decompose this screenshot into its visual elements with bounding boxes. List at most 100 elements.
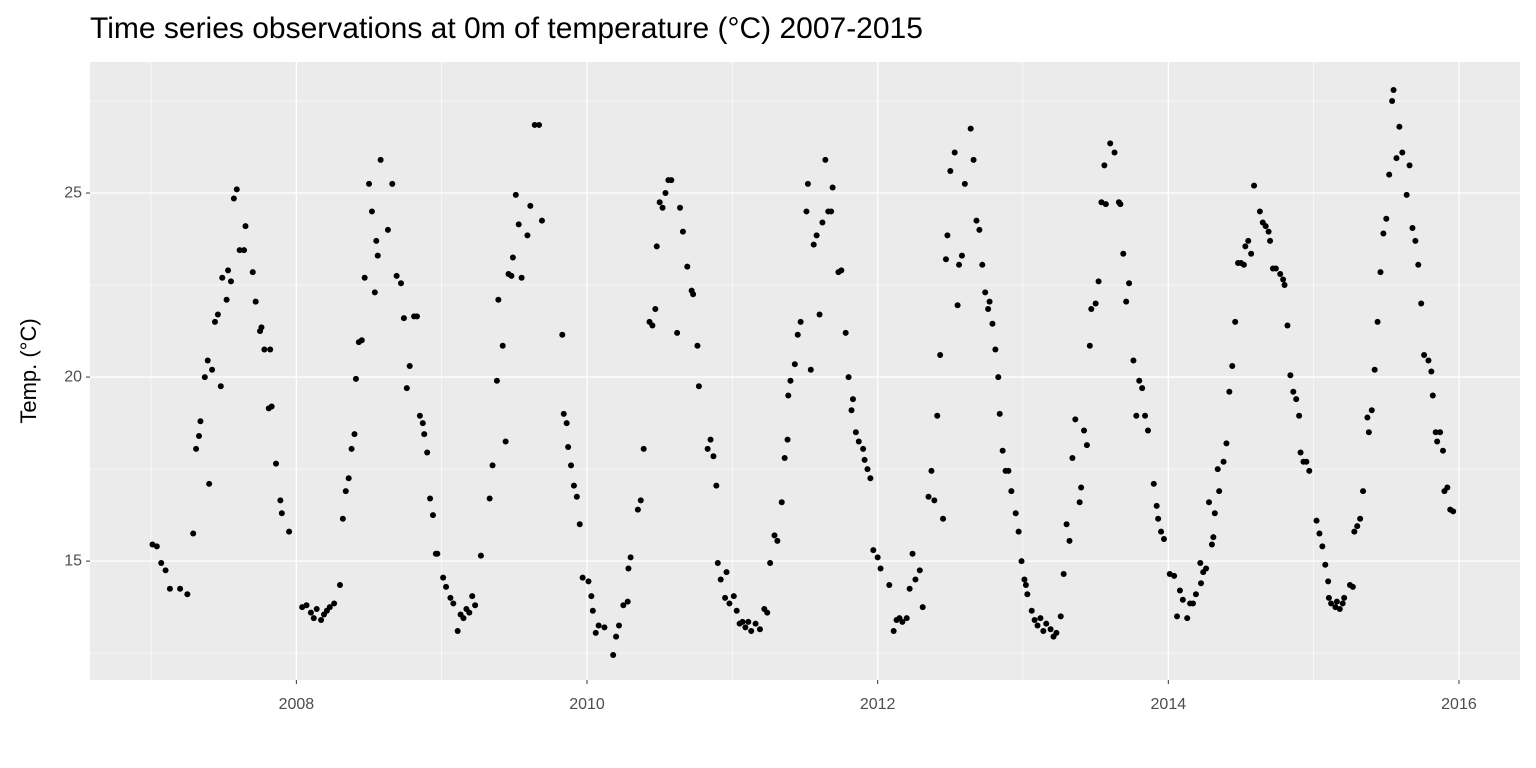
data-point [870, 547, 877, 554]
data-point [1256, 208, 1263, 215]
data-point [1412, 237, 1419, 244]
data-point [1333, 598, 1340, 605]
data-point [855, 438, 862, 445]
data-point [1130, 357, 1137, 364]
data-point [1076, 499, 1083, 506]
data-point [1171, 572, 1178, 579]
data-point [1208, 541, 1215, 548]
data-point [318, 617, 325, 624]
data-point [515, 221, 522, 228]
data-point [999, 447, 1006, 454]
data-point [393, 272, 400, 279]
data-point [326, 604, 333, 611]
data-point [1389, 98, 1396, 105]
y-tick-label: 20 [64, 368, 82, 385]
data-point [447, 594, 454, 601]
data-point [1184, 615, 1191, 622]
data-point [512, 191, 519, 198]
data-point [374, 252, 381, 259]
data-point [610, 651, 617, 658]
data-point [925, 493, 932, 500]
data-point [995, 374, 1002, 381]
data-point [931, 497, 938, 504]
data-point [601, 624, 608, 631]
data-point [752, 620, 759, 627]
data-point [424, 449, 431, 456]
data-point [695, 383, 702, 390]
data-point [1210, 534, 1217, 541]
data-point [1290, 388, 1297, 395]
data-point [1206, 499, 1213, 506]
data-point [377, 156, 384, 163]
data-point [1303, 458, 1310, 465]
data-point [947, 167, 954, 174]
data-point [804, 180, 811, 187]
data-point [890, 628, 897, 635]
data-point [951, 149, 958, 156]
data-point [778, 499, 785, 506]
data-point [785, 392, 792, 399]
x-tick-label: 2016 [1441, 696, 1477, 713]
data-point [1123, 298, 1130, 305]
data-point [615, 622, 622, 629]
data-point [640, 445, 647, 452]
data-point [1444, 484, 1451, 491]
data-point [684, 263, 691, 270]
data-point [286, 528, 293, 535]
data-point [1403, 191, 1410, 198]
data-point [1267, 237, 1274, 244]
data-point [1316, 530, 1323, 537]
data-point [864, 466, 871, 473]
data-point [1380, 230, 1387, 237]
data-point [348, 445, 355, 452]
data-point [1160, 536, 1167, 543]
data-point [1248, 250, 1255, 257]
data-point [576, 521, 583, 528]
data-point [1354, 523, 1361, 530]
data-point [1313, 517, 1320, 524]
data-point [1251, 182, 1258, 189]
data-point [416, 412, 423, 419]
data-point [1232, 318, 1239, 325]
data-point [1018, 558, 1025, 565]
data-point [1021, 576, 1028, 583]
data-point [1095, 278, 1102, 285]
data-point [1022, 582, 1029, 589]
data-point [1386, 171, 1393, 178]
data-point [397, 280, 404, 287]
data-point [358, 337, 365, 344]
data-point [961, 180, 968, 187]
data-point [848, 407, 855, 414]
data-point [1287, 372, 1294, 379]
data-point [331, 600, 338, 607]
data-point [649, 322, 656, 329]
data-point [1060, 570, 1067, 577]
data-point [509, 254, 516, 261]
data-point [1349, 583, 1356, 590]
data-point [916, 567, 923, 574]
data-point [1179, 596, 1186, 603]
data-point [477, 552, 484, 559]
data-point [310, 615, 317, 622]
data-point [1111, 149, 1118, 156]
data-point [413, 313, 420, 320]
data-point [1325, 578, 1332, 585]
data-point [313, 605, 320, 612]
y-tick-label: 15 [64, 552, 82, 569]
data-point [201, 374, 208, 381]
data-point [1399, 149, 1406, 156]
data-point [351, 431, 358, 438]
data-point [1220, 458, 1227, 465]
data-point [1053, 629, 1060, 636]
data-point [1357, 515, 1364, 522]
data-point [342, 488, 349, 495]
data-point [1374, 318, 1381, 325]
data-point [1214, 466, 1221, 473]
data-point [568, 462, 575, 469]
x-tick-label: 2008 [279, 696, 315, 713]
x-tick-label: 2010 [569, 696, 605, 713]
data-point [258, 324, 265, 331]
data-point [261, 346, 268, 353]
data-point [1322, 561, 1329, 568]
data-point [1176, 587, 1183, 594]
